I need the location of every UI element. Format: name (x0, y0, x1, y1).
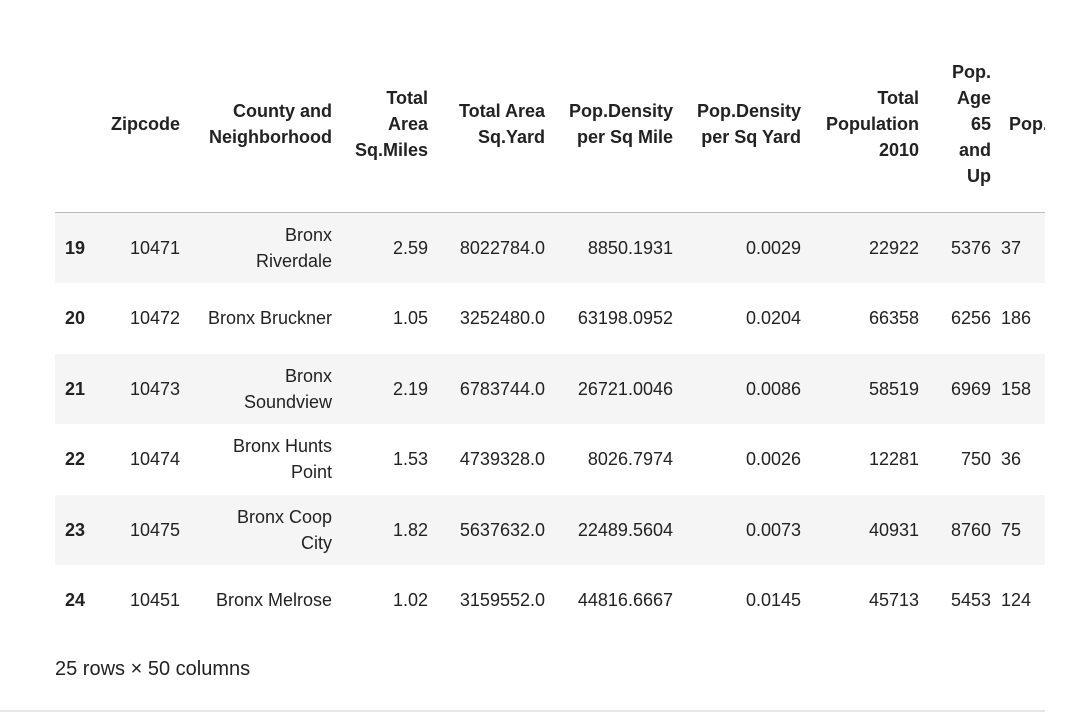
table-cell: 0.0204 (745, 308, 801, 329)
table-cell: 10474 (129, 449, 180, 470)
table-cell: Bronx Melrose (215, 590, 332, 611)
table-body: 19 10471 Bronx Riverdale 2.59 8022784.0 8850.… (55, 212, 1045, 636)
table-cell: 10475 (129, 519, 180, 540)
table-cell: 22489.5604 (577, 519, 673, 540)
table-row: 23 10475 Bronx Coop City 1.82 5637632.0 22489… (55, 494, 1045, 565)
table-cell: 58519 (868, 378, 919, 399)
column-header: Total Area Sq.Miles (342, 35, 438, 213)
table-cell: 0.0026 (745, 449, 801, 470)
table-row: 24 10451 Bronx Melrose 1.02 3159552.0 44816.6… (55, 565, 1045, 636)
table-cell: 0.0086 (745, 378, 801, 399)
row-index: 21 (65, 378, 86, 399)
table-cell: 10472 (129, 308, 180, 329)
row-index: 23 (65, 519, 86, 540)
table-cell: 12281 (868, 449, 919, 470)
column-header: Pop.Density per Sq Mile (555, 35, 683, 213)
table-cell: 8760 (950, 519, 991, 540)
header-row: Zipcode County and Neighborhood Total Area… (55, 35, 1045, 213)
table-cell: 22922 (868, 238, 919, 258)
footer: 25 rows × 50 columns (55, 658, 251, 680)
table-cell: Bronx Riverdale (255, 225, 332, 271)
column-header: Pop.Density per Sq Yard (683, 35, 811, 213)
column-header: Total Area Sq.Yard (438, 35, 555, 213)
table-cell: 8026.7974 (587, 449, 673, 470)
table-cell: 63198.0952 (577, 308, 673, 329)
table-cell: 5376 (950, 238, 991, 258)
table-cell: 1.02 (392, 590, 428, 611)
table-cell: 66358 (868, 308, 919, 329)
index-header (55, 35, 100, 213)
row-index: 20 (65, 308, 86, 329)
table-cell: 5637632.0 (459, 519, 545, 540)
table-cell: 10451 (129, 590, 180, 611)
data-table: Zipcode County and Neighborhood Total Area… (55, 35, 1045, 636)
table-cell: 44816.6667 (577, 590, 673, 611)
table-cell: 1.82 (392, 519, 428, 540)
table-cell: 10473 (129, 378, 180, 399)
row-index: 22 (65, 449, 86, 470)
table-cell: 6969 (950, 378, 991, 399)
row-index: 19 (65, 238, 86, 258)
table-cell: 0.0029 (745, 238, 801, 258)
table-cell: 45713 (868, 590, 919, 611)
table-cell: 3252480.0 (459, 308, 545, 329)
column-header: Pop. Under (1001, 35, 1045, 213)
table-cell: 8850.1931 (587, 238, 673, 258)
table-cell: 10471 (129, 238, 180, 258)
table-cell: 1.05 (392, 308, 428, 329)
table-cell: 26721.0046 (577, 378, 673, 399)
table-cell: 40931 (868, 519, 919, 540)
table-cell: Bronx Coop City (236, 506, 332, 553)
divider (0, 710, 1045, 712)
table-cell: 2.59 (392, 238, 428, 258)
table-cell: 75 (1001, 519, 1022, 540)
table-cell: 158 (1001, 378, 1032, 399)
table-row: 22 10474 Bronx Hunts Point 1.53 4739328.0 802… (55, 424, 1045, 495)
table-cell: 1.53 (392, 449, 428, 470)
table-cell: Bronx Soundview (243, 365, 332, 412)
row-index: 24 (65, 590, 86, 611)
table-row: 21 10473 Bronx Soundview 2.19 6783744.0 26721… (55, 353, 1045, 424)
column-header: Zipcode (100, 35, 190, 213)
table-cell: 4739328.0 (459, 449, 545, 470)
table-cell: 36 (1001, 449, 1022, 470)
table-cell: 8022784.0 (459, 238, 545, 258)
table-cell: Bronx Hunts Point (232, 436, 332, 483)
table-cell: 37 (1001, 238, 1022, 258)
table-row: 19 10471 Bronx Riverdale 2.59 8022784.0 8850.… (55, 212, 1045, 283)
column-header: Pop. Age 65 and Up (929, 35, 1001, 213)
table-cell: 3159552.0 (459, 590, 545, 611)
table-cell: 0.0073 (745, 519, 801, 540)
table-cell: 6256 (950, 308, 991, 329)
table-row: 20 10472 Bronx Bruckner 1.05 3252480.0 63198.… (55, 283, 1045, 354)
column-header: Total Population 2010 (811, 35, 929, 213)
table-cell: 6783744.0 (459, 378, 545, 399)
table-container: Zipcode County and Neighborhood Total Area… (55, 35, 1045, 636)
table-cell: 186 (1001, 308, 1032, 329)
table-cell: Bronx Bruckner (207, 308, 332, 329)
table-cell: 2.19 (392, 378, 428, 399)
table-cell: 124 (1001, 590, 1032, 611)
table-cell: 5453 (950, 590, 991, 611)
column-header: County and Neighborhood (190, 35, 342, 213)
table-cell: 0.0145 (745, 590, 801, 611)
table-cell: 750 (960, 449, 991, 470)
